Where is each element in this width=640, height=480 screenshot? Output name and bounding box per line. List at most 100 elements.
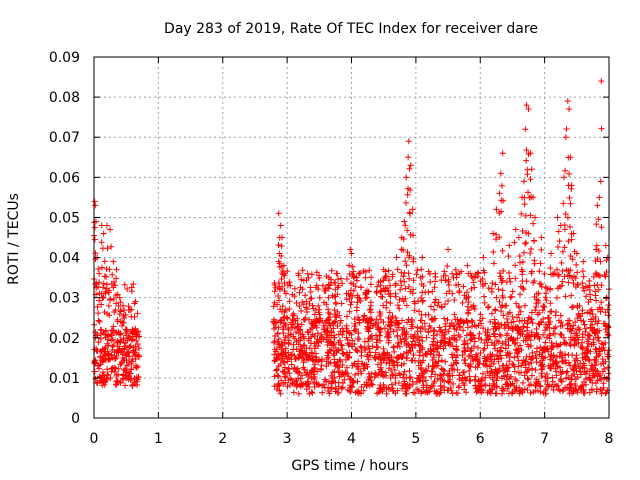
data-point [389, 371, 396, 378]
data-point [481, 345, 488, 352]
data-point [406, 209, 413, 216]
data-point [377, 356, 384, 363]
data-point [449, 365, 456, 372]
data-point [95, 317, 102, 324]
data-point [303, 308, 310, 315]
data-point [91, 236, 98, 243]
data-point [355, 270, 362, 277]
data-point [538, 319, 545, 326]
data-point [573, 261, 580, 268]
data-point [331, 307, 338, 314]
axis-ticks [93, 56, 610, 419]
data-point [395, 380, 402, 387]
data-point [450, 380, 457, 387]
data-point [117, 361, 124, 368]
data-point [103, 222, 110, 229]
data-point [578, 384, 585, 391]
data-point [346, 330, 353, 337]
data-point [521, 372, 528, 379]
data-point [293, 299, 300, 306]
data-point [428, 383, 435, 390]
data-point [304, 380, 311, 387]
chart-title: Day 283 of 2019, Rate Of TEC Index for r… [164, 21, 538, 37]
data-point [325, 384, 332, 391]
data-point [331, 334, 338, 341]
data-point [394, 302, 401, 309]
data-point [381, 325, 388, 332]
data-point [353, 307, 360, 314]
data-point [466, 367, 473, 374]
data-point [528, 316, 535, 323]
data-point [543, 297, 550, 304]
data-point [371, 354, 378, 361]
data-point [338, 341, 345, 348]
data-point [593, 221, 600, 228]
data-point [432, 342, 439, 349]
data-point [467, 352, 474, 359]
data-point [587, 324, 594, 331]
data-point [507, 294, 514, 301]
data-point [457, 333, 464, 340]
data-point [273, 367, 280, 374]
data-point [346, 295, 353, 302]
data-point [547, 318, 554, 325]
data-point [308, 319, 315, 326]
data-point [389, 372, 396, 379]
data-point [562, 134, 569, 141]
data-point [524, 171, 531, 178]
data-point [314, 336, 321, 343]
data-point [430, 316, 437, 323]
data-point [302, 292, 309, 299]
data-point [110, 323, 117, 330]
data-point [272, 357, 279, 364]
data-point [387, 293, 394, 300]
data-point [584, 343, 591, 350]
data-point [471, 376, 478, 383]
data-point [324, 349, 331, 356]
data-point [126, 353, 133, 360]
data-point [344, 327, 351, 334]
data-point [409, 344, 416, 351]
data-point [275, 241, 282, 248]
data-point [489, 280, 496, 287]
data-point [91, 224, 98, 231]
data-point [339, 325, 346, 332]
data-point [493, 377, 500, 384]
data-point [326, 320, 333, 327]
data-point [327, 347, 334, 354]
data-point [325, 274, 332, 281]
data-point [500, 387, 507, 394]
data-point [355, 388, 362, 395]
data-point [404, 319, 411, 326]
data-point [284, 282, 291, 289]
data-point [519, 360, 526, 367]
data-point [571, 273, 578, 280]
data-point [275, 293, 282, 300]
data-point [377, 366, 384, 373]
data-point [311, 361, 318, 368]
data-point [275, 210, 282, 217]
data-point [522, 240, 529, 247]
data-point [352, 320, 359, 327]
data-point [592, 357, 599, 364]
data-point [480, 325, 487, 332]
data-point [299, 353, 306, 360]
data-point [456, 383, 463, 390]
data-point [286, 306, 293, 313]
data-point [521, 249, 528, 256]
data-point [537, 344, 544, 351]
data-point [498, 208, 505, 215]
data-point [505, 310, 512, 317]
data-point [285, 366, 292, 373]
data-point [502, 302, 509, 309]
data-point [361, 338, 368, 345]
data-point [453, 326, 460, 333]
data-point [104, 245, 111, 252]
data-point [330, 325, 337, 332]
data-point [348, 298, 355, 305]
data-point [496, 348, 503, 355]
data-point [538, 373, 545, 380]
data-point [429, 341, 436, 348]
data-point [506, 242, 513, 249]
data-point [340, 350, 347, 357]
